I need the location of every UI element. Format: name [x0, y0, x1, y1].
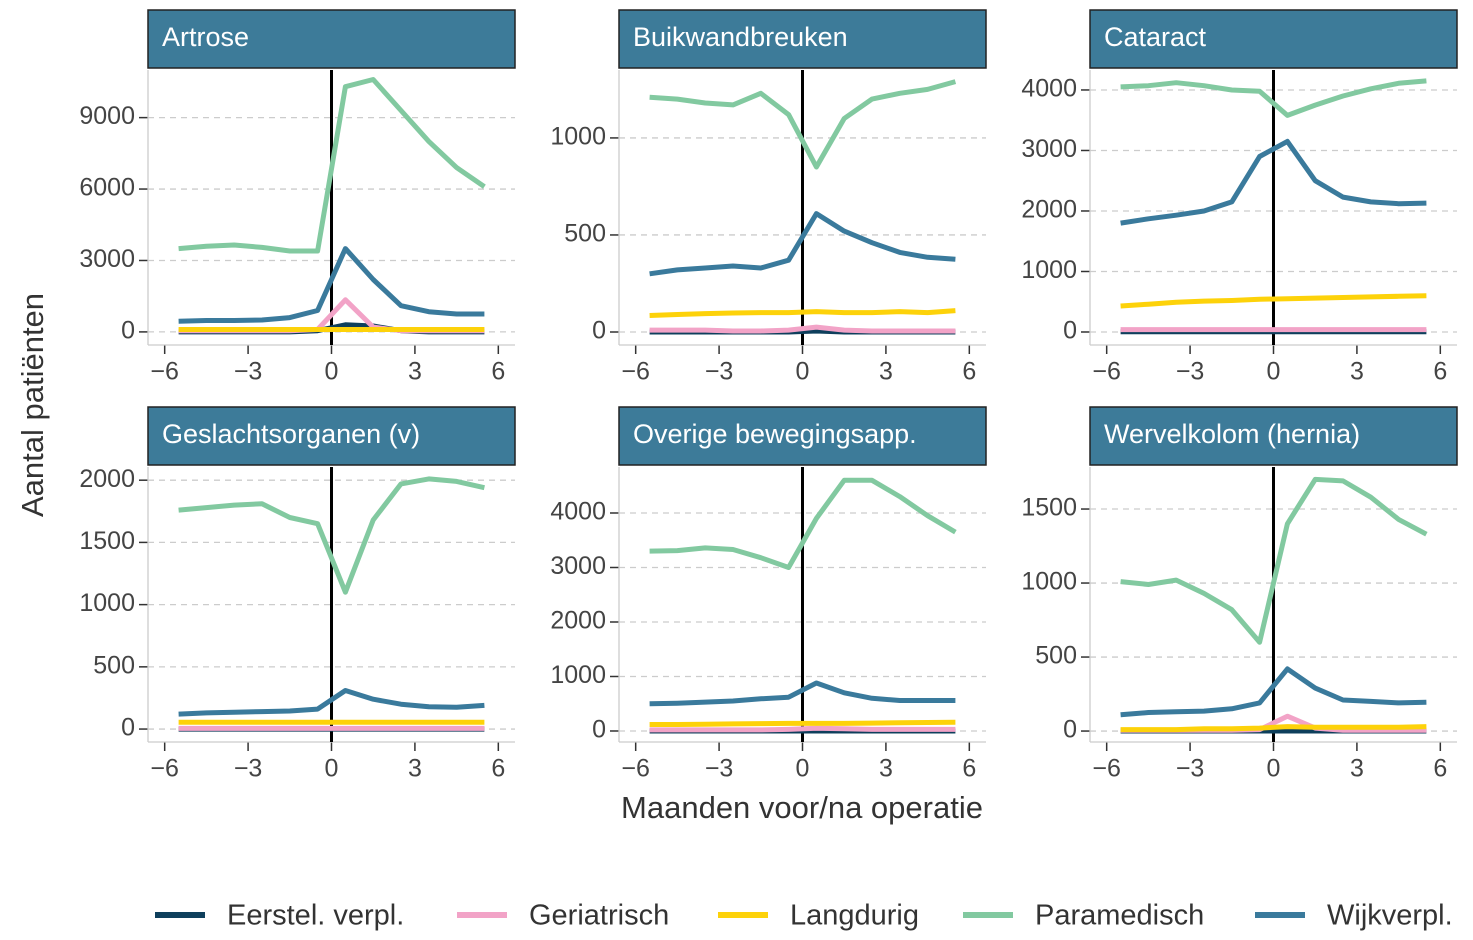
strip-background	[1089, 9, 1458, 69]
panel-title: Wervelkolom (hernia)	[1104, 419, 1360, 449]
y-tick-label: 1500	[79, 527, 135, 555]
x-tick-label: 6	[491, 358, 505, 386]
y-tick-label: 1000	[550, 661, 606, 689]
x-tick-label: 0	[796, 755, 810, 783]
x-tick-label: 0	[325, 358, 339, 386]
x-tick-label: 3	[408, 755, 422, 783]
x-tick-label: 6	[1433, 358, 1447, 386]
strip-background	[618, 9, 987, 69]
y-tick-label: 0	[1063, 317, 1077, 345]
panel-title: Artrose	[162, 22, 249, 52]
x-tick-label: −3	[234, 358, 263, 386]
x-tick-label: −3	[1176, 358, 1205, 386]
y-tick-label: 2000	[79, 465, 135, 493]
y-tick-label: 4000	[550, 498, 606, 526]
x-tick-label: −6	[621, 755, 650, 783]
series-line	[649, 719, 956, 727]
y-tick-label: 1000	[550, 123, 606, 151]
y-tick-label: 0	[121, 317, 135, 345]
series-line	[649, 725, 956, 733]
x-tick-label: −6	[1092, 755, 1121, 783]
x-tick-label: 0	[1267, 755, 1281, 783]
legend-label: Eerstel. verpl.	[227, 900, 404, 932]
series-line	[1120, 666, 1427, 718]
y-tick-label: 1000	[1021, 568, 1077, 596]
series-line	[178, 246, 485, 324]
y-tick-label: 0	[1063, 716, 1077, 744]
legend-label: Langdurig	[790, 900, 919, 932]
y-tick-label: 2000	[1021, 196, 1077, 224]
x-axis-label: Maanden voor/na operatie	[621, 790, 983, 825]
y-tick-label: 500	[564, 220, 606, 248]
x-tick-label: −6	[150, 358, 179, 386]
y-axis-label: Aantal patiënten	[15, 293, 50, 517]
x-tick-label: −6	[150, 755, 179, 783]
x-tick-label: 3	[879, 755, 893, 783]
x-tick-label: 3	[1350, 755, 1364, 783]
x-tick-label: 3	[1350, 358, 1364, 386]
series-line	[178, 476, 485, 595]
y-tick-label: 0	[592, 317, 606, 345]
x-tick-label: 3	[408, 358, 422, 386]
y-tick-label: 0	[592, 716, 606, 744]
y-tick-label: 1000	[1021, 256, 1077, 284]
series-line	[1120, 78, 1427, 118]
x-tick-label: 0	[325, 755, 339, 783]
y-tick-label: 0	[121, 714, 135, 742]
legend-label: Wijkverpl.	[1327, 900, 1453, 932]
x-tick-label: 6	[962, 755, 976, 783]
series-line	[649, 79, 957, 170]
series-line	[178, 688, 485, 717]
y-tick-label: 3000	[79, 245, 135, 273]
series-line	[1120, 476, 1428, 645]
x-tick-label: −3	[234, 755, 263, 783]
y-tick-label: 9000	[79, 102, 135, 130]
x-tick-label: 6	[491, 755, 505, 783]
y-tick-label: 2000	[550, 607, 606, 635]
strip-background	[618, 406, 987, 466]
x-tick-label: 6	[962, 358, 976, 386]
y-tick-label: 3000	[1021, 135, 1077, 163]
x-tick-label: −3	[1176, 755, 1205, 783]
series-line	[1120, 724, 1427, 733]
y-tick-label: 6000	[79, 174, 135, 202]
y-tick-label: 4000	[1021, 75, 1077, 103]
y-tick-label: 500	[1035, 642, 1077, 670]
x-tick-label: −6	[1092, 358, 1121, 386]
panel-title: Geslachtsorganen (v)	[162, 419, 420, 449]
y-tick-label: 1000	[79, 589, 135, 617]
panel-title: Overige bewegingsapp.	[633, 419, 917, 449]
x-tick-label: −6	[621, 358, 650, 386]
panel-title: Cataract	[1104, 22, 1207, 52]
series-line	[649, 211, 956, 277]
series-line	[649, 324, 956, 334]
panel-title: Buikwandbreuken	[633, 22, 848, 52]
strip-background	[147, 406, 516, 466]
x-tick-label: −3	[705, 755, 734, 783]
y-tick-label: 1500	[1021, 494, 1077, 522]
legend-label: Geriatrisch	[529, 900, 669, 932]
y-tick-label: 3000	[550, 552, 606, 580]
series-line	[178, 77, 486, 254]
legend-label: Paramedisch	[1035, 900, 1204, 932]
series-line	[649, 477, 957, 570]
series-line	[1120, 138, 1427, 226]
series-line	[649, 680, 956, 707]
series-line	[1120, 293, 1427, 309]
x-tick-label: −3	[705, 358, 734, 386]
x-tick-label: 6	[1433, 755, 1447, 783]
x-tick-label: 0	[1267, 358, 1281, 386]
series-line	[649, 308, 956, 318]
y-tick-label: 500	[93, 651, 135, 679]
strip-background	[147, 9, 516, 69]
x-tick-label: 0	[796, 358, 810, 386]
x-tick-label: 3	[879, 358, 893, 386]
strip-background	[1089, 406, 1458, 466]
